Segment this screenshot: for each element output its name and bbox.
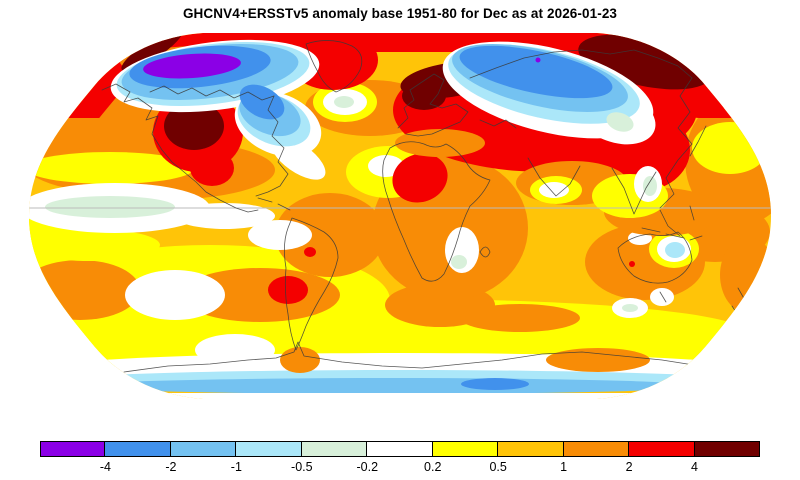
colorbar-tick-label: -1 — [230, 460, 242, 474]
colorbar-tick-label: 1 — [560, 460, 568, 474]
west-australia-red-dot — [629, 261, 635, 267]
antarctic-cold-band — [29, 353, 771, 399]
map-surface — [29, 33, 771, 399]
colorbar-tick-label: 0.5 — [489, 460, 507, 474]
canada-purple-core — [143, 53, 241, 79]
colorbar-tick-label: 2 — [625, 460, 633, 474]
colorbar-segment — [366, 441, 433, 457]
chart-title: GHCNV4+ERSSTv5 anomaly base 1951-80 for … — [182, 6, 618, 21]
colorbar-segment — [235, 441, 302, 457]
colorbar-tick-label: -0.5 — [291, 460, 313, 474]
slightly-cool-green-spots — [45, 96, 638, 312]
colorbar-segment — [562, 441, 630, 457]
colorbar-segment — [169, 441, 237, 457]
world-anomaly-map — [29, 33, 771, 399]
colorbar-tick-label: 0.2 — [424, 460, 442, 474]
sahara-red — [392, 153, 448, 203]
siberia-blue-core — [459, 45, 613, 99]
india-palegreen-spot — [643, 176, 657, 196]
coral-sea-cool-spot — [629, 236, 691, 267]
colorbar-segment — [300, 441, 368, 457]
west-us-darkred-core — [164, 102, 224, 150]
colorbar-tick-label: -2 — [165, 460, 177, 474]
colorbar-tick-label: -4 — [99, 460, 112, 474]
colorbar-tick-label: 4 — [691, 460, 699, 474]
canada-cold-system — [110, 39, 326, 180]
argentina-red-spot — [268, 276, 308, 304]
colorbar-segment — [40, 441, 106, 457]
colorbar-segment — [104, 441, 171, 457]
coastlines — [101, 40, 747, 375]
colorbar-segment — [693, 441, 760, 457]
colorbar: -4 -2 -1 -0.5 -0.2 0.2 0.5 1 2 4 — [0, 433, 800, 480]
colorbar-segment — [431, 441, 499, 457]
colorbar-segment — [497, 441, 564, 457]
colorbar-segment — [628, 441, 695, 457]
siberia-cold-system — [442, 41, 656, 145]
colorbar-tick-label: -0.2 — [356, 460, 379, 474]
